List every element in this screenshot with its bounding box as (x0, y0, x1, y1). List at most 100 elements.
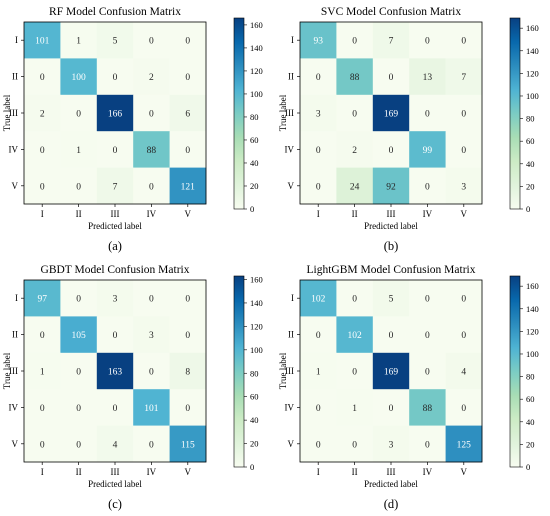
cell-value-label: 2 (40, 110, 45, 120)
cell-value-label: 0 (149, 368, 154, 378)
cell-value-label: 0 (185, 331, 190, 341)
heatmap-cell (445, 167, 483, 205)
y-tick-label: V (12, 439, 19, 449)
x-tick-label: II (76, 467, 82, 477)
heatmap-cell (336, 280, 374, 317)
heatmap-cell (300, 94, 337, 132)
heatmap-cell (300, 167, 337, 205)
cell-value-label: 7 (389, 37, 394, 47)
heatmap-cell (60, 131, 98, 168)
cell-value-label: 2 (149, 73, 154, 83)
x-tick-label: III (387, 209, 396, 219)
heatmap-cell (169, 316, 207, 354)
heatmap-cell (300, 131, 337, 168)
cell-value-label: 101 (35, 37, 50, 47)
heatmap-cell (445, 425, 483, 463)
cell-value-label: 0 (76, 295, 81, 305)
colorbar-tick-label: 120 (250, 321, 263, 331)
y-tick-label: IV (9, 144, 19, 154)
heatmap-cell (24, 94, 61, 132)
heatmap-cell (336, 389, 374, 426)
colorbar-tick-label: 20 (526, 181, 535, 191)
heatmap-cell (133, 316, 170, 354)
heatmap-cell (169, 131, 207, 168)
colorbar-tick-label: 0 (250, 204, 254, 214)
panel-caption: (a) (108, 239, 122, 253)
heatmap-cell (60, 22, 98, 59)
y-tick-label: IV (285, 144, 295, 154)
cell-value-label: 4 (461, 368, 466, 378)
colorbar-tick-label: 40 (250, 415, 259, 425)
heatmap-cell (60, 58, 98, 96)
cell-value-label: 0 (425, 440, 430, 450)
heatmap-cell (445, 22, 483, 59)
heatmap-cell (409, 352, 446, 390)
heatmap-cell (409, 389, 446, 426)
cell-value-label: 1 (76, 37, 81, 47)
heatmap-cell (336, 22, 374, 59)
colorbar-tick-label: 100 (526, 349, 539, 359)
heatmap-cell (169, 389, 207, 426)
colorbar-tick-label: 80 (526, 372, 535, 382)
heatmap-cell (96, 352, 134, 390)
cell-value-label: 0 (425, 110, 430, 120)
cell-value-label: 0 (76, 110, 81, 120)
colorbar-tick-label: 140 (526, 46, 539, 56)
cell-value-label: 99 (423, 146, 433, 156)
cell-value-label: 0 (40, 73, 45, 83)
heatmap-cell (24, 352, 61, 390)
cell-value-label: 0 (389, 146, 394, 156)
cell-value-label: 125 (457, 440, 472, 450)
cell-value-label: 0 (316, 146, 321, 156)
cell-value-label: 0 (352, 440, 357, 450)
y-axis-label: True label (278, 352, 288, 389)
heatmap-cell (96, 131, 134, 168)
heatmap-cell (169, 280, 207, 317)
cell-value-label: 166 (108, 110, 123, 120)
colorbar (233, 275, 245, 468)
y-tick-label: I (291, 293, 294, 303)
heatmap-cell (24, 131, 61, 168)
panel-c: GBDT Model Confusion Matrix 97 0 3 0 0 0 105 0 3 0… (2, 264, 263, 511)
cell-value-label: 0 (149, 182, 154, 192)
cell-value-label: 0 (40, 404, 45, 414)
cell-value-label: 1 (40, 368, 45, 378)
heatmap-cell (60, 167, 98, 205)
x-tick-label: I (317, 209, 320, 219)
x-tick-label: IV (147, 467, 157, 477)
heatmap-cell (336, 425, 374, 463)
y-axis-label: True label (2, 94, 12, 131)
colorbar-tick-label: 80 (250, 112, 259, 122)
colorbar-tick-label: 160 (526, 23, 539, 33)
colorbar-tick-label: 20 (250, 181, 259, 191)
colorbar-tick-label: 80 (526, 114, 535, 124)
cell-value-label: 0 (425, 331, 430, 341)
heatmap-cell (24, 389, 61, 426)
heatmap-cell (96, 280, 134, 317)
y-tick-label: III (285, 366, 294, 376)
heatmap-cell (24, 425, 61, 463)
cell-value-label: 0 (76, 182, 81, 192)
cell-value-label: 3 (461, 182, 466, 192)
cell-value-label: 0 (149, 110, 154, 120)
colorbar-tick-label: 60 (250, 392, 259, 402)
cell-value-label: 0 (389, 404, 394, 414)
heatmap-cell (169, 22, 207, 59)
cell-value-label: 169 (384, 368, 399, 378)
y-tick-label: II (12, 72, 18, 82)
colorbar-tick-label: 120 (526, 326, 539, 336)
cell-value-label: 0 (425, 295, 430, 305)
cell-value-label: 0 (461, 331, 466, 341)
x-tick-label: I (317, 467, 320, 477)
heatmap-cell (133, 280, 170, 317)
x-tick-label: I (41, 467, 44, 477)
heatmap-cell (60, 352, 98, 390)
cell-value-label: 0 (461, 295, 466, 305)
cell-value-label: 0 (76, 404, 81, 414)
heatmap-cell (409, 131, 446, 168)
heatmap-cell (336, 94, 374, 132)
heatmap-cell (169, 425, 207, 463)
heatmap-cell (372, 389, 410, 426)
heatmap-cell (96, 167, 134, 205)
